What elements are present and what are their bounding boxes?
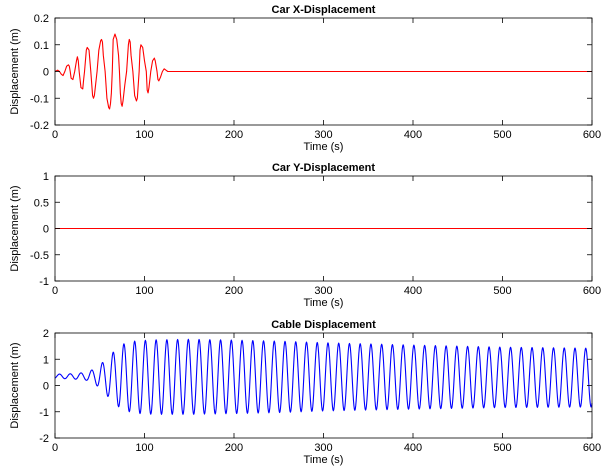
cable-y-tick-label: 0 — [43, 381, 49, 393]
cable-x-tick-label: 0 — [52, 442, 58, 454]
car-x-title: Car X-Displacement — [272, 4, 376, 16]
car-x-y-tick-label: 0.2 — [34, 13, 49, 25]
car-y-y-tick-label: 0 — [43, 224, 49, 236]
cable-chart: 0 100 200 300 400 500 600 -2 -1 0 1 2 Cable Displace… — [9, 319, 601, 466]
car-x-x-tick-label: 300 — [314, 129, 332, 141]
car-y-x-axis-label: Time (s) — [304, 297, 344, 309]
cable-y-tick-label: -2 — [39, 433, 49, 445]
cable-x-tick-label: 400 — [404, 442, 422, 454]
car-x-series-line — [54, 33, 592, 110]
car-y-x-tick-label: 100 — [135, 285, 153, 297]
cable-x-tick-label: 200 — [225, 442, 243, 454]
car-y-y-tick-label: -1 — [39, 276, 49, 288]
car-y-y-tick-label: 1 — [43, 171, 49, 183]
car-x-y-tick-label: 0 — [43, 67, 49, 79]
car-y-x-tick-label: 600 — [583, 285, 601, 297]
car-y-y-axis-label: Displacement (m) — [9, 185, 21, 271]
car-x-y-axis-label: Displacement (m) — [9, 28, 21, 114]
cable-y-axis-label: Displacement (m) — [9, 342, 21, 428]
cable-series-line — [54, 338, 593, 415]
cable-y-tick-label: 1 — [43, 354, 49, 366]
car-y-x-tick-label: 0 — [52, 285, 58, 297]
cable-y-tick-label: 2 — [43, 328, 49, 340]
car-y-y-tick-label: 0.5 — [34, 197, 49, 209]
car-x-y-tick-label: 0.1 — [34, 40, 49, 52]
cable-x-axis-label: Time (s) — [304, 454, 344, 466]
cable-x-tick-label: 300 — [314, 442, 332, 454]
cable-x-tick-label: 600 — [583, 442, 601, 454]
car-x-chart: 0 100 200 300 400 500 600 -0.2 -0.1 0 0.1 0.2 Car X-… — [9, 4, 601, 153]
cable-x-tick-label: 500 — [493, 442, 511, 454]
car-x-x-tick-label: 200 — [225, 129, 243, 141]
car-y-title: Car Y-Displacement — [272, 162, 375, 174]
car-x-x-tick-label: 0 — [52, 129, 58, 141]
car-y-y-tick-label: -0.5 — [30, 250, 49, 262]
cable-title: Cable Displacement — [271, 319, 376, 331]
car-x-x-tick-label: 600 — [583, 129, 601, 141]
car-x-x-tick-label: 400 — [404, 129, 422, 141]
car-y-x-tick-label: 400 — [404, 285, 422, 297]
car-x-y-tick-label: -0.1 — [30, 93, 49, 105]
car-y-chart: 0 100 200 300 400 500 600 -1 -0.5 0 0.5 1 Car Y-Disp… — [9, 162, 601, 309]
car-x-x-tick-label: 100 — [135, 129, 153, 141]
car-x-y-tick-label: -0.2 — [30, 120, 49, 132]
car-y-x-tick-label: 200 — [225, 285, 243, 297]
car-y-x-tick-label: 500 — [493, 285, 511, 297]
cable-y-tick-label: -1 — [39, 407, 49, 419]
car-x-x-axis-label: Time (s) — [304, 141, 344, 153]
cable-x-tick-label: 100 — [135, 442, 153, 454]
car-x-x-tick-label: 500 — [493, 129, 511, 141]
car-y-x-tick-label: 300 — [314, 285, 332, 297]
